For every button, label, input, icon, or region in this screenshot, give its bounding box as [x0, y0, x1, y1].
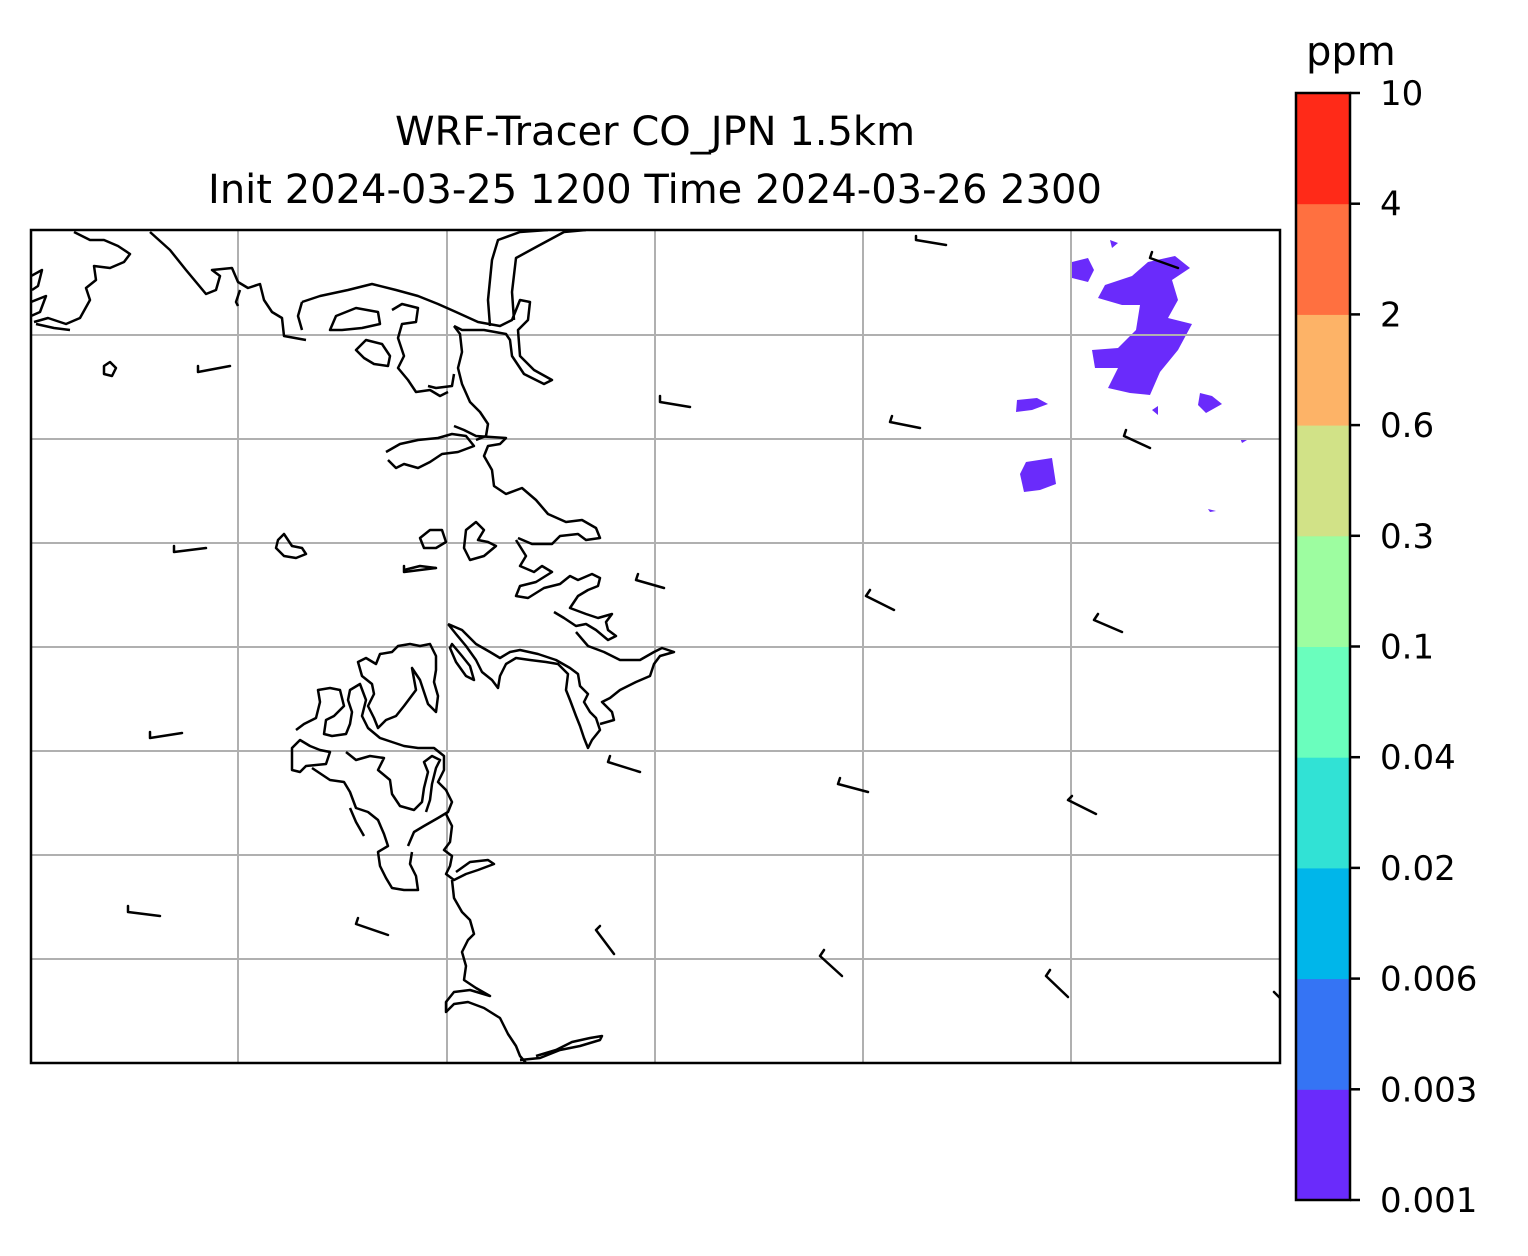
colorbar-unit-label: ppm	[1306, 29, 1396, 75]
colorbar-tick-label: 0.04	[1380, 738, 1456, 778]
colorbar-segment	[1296, 978, 1350, 1090]
colorbar-segment	[1296, 1089, 1350, 1201]
map-title-line-1: WRF-Tracer CO_JPN 1.5km	[394, 109, 916, 155]
colorbar-tick-label: 0.006	[1380, 960, 1477, 1000]
map-panel	[31, 230, 1280, 1063]
colorbar-tick-label: 0.02	[1380, 849, 1456, 889]
colorbar-tick-label: 10	[1380, 74, 1423, 114]
colorbar: 0.001 0.003 0.006 0.02 0.04 0.1 0.3 0.6 2 4 10	[1294, 74, 1477, 1221]
colorbar-segment	[1296, 203, 1350, 315]
colorbar-segment	[1296, 535, 1350, 647]
map-frame	[29, 228, 1282, 1065]
colorbar-tick-label: 0.6	[1380, 406, 1434, 446]
wind-barbs	[126, 234, 1280, 1000]
colorbar-segment	[1296, 314, 1350, 426]
colorbar-segment	[1296, 867, 1350, 980]
colorbar-tick-label: 0.3	[1380, 517, 1434, 557]
colorbar-segment	[1296, 425, 1350, 537]
colorbar-tick-label: 2	[1380, 295, 1402, 335]
colorbar-tick-label: 0.1	[1380, 628, 1434, 668]
colorbar-segment	[1296, 757, 1350, 869]
colorbar-tick-label: 0.003	[1380, 1070, 1477, 1110]
colorbar-segment	[1296, 646, 1350, 758]
colorbar-tick-label: 4	[1380, 185, 1402, 225]
gridlines	[31, 230, 1280, 1063]
tracer-concentration-field	[1016, 240, 1247, 512]
colorbar-segment	[1296, 93, 1350, 205]
coastlines	[31, 230, 676, 1063]
colorbar-tick-label: 0.001	[1380, 1181, 1477, 1221]
map-title-line-2: Init 2024-03-25 1200 Time 2024-03-26 230…	[208, 167, 1102, 213]
